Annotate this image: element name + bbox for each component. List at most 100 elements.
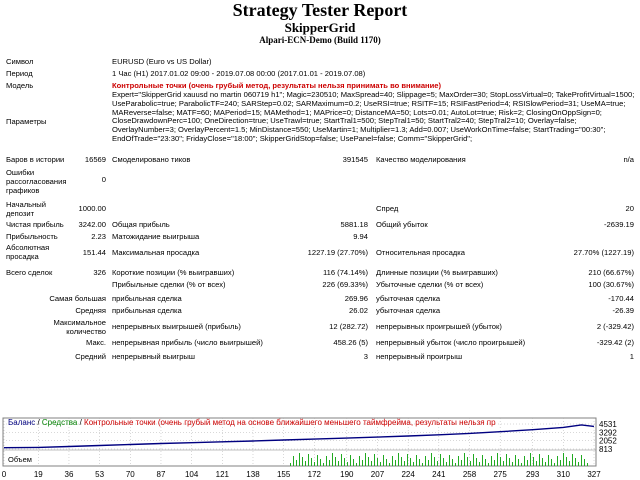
consprofit-label: непрерывная прибыль (число выигрышей): [112, 338, 263, 347]
pf-value: 2.23: [91, 232, 106, 241]
volume-bar: [476, 458, 477, 466]
volume-bar: [467, 457, 468, 466]
mismatch-value: 0: [101, 175, 106, 184]
x-tick-label: 224: [401, 470, 415, 479]
grossprofit-value: 5881.18: [340, 220, 368, 229]
volume-bar: [545, 462, 546, 466]
volume-bar: [317, 455, 318, 466]
volume-bar: [425, 456, 426, 466]
avgwins-value: 3: [363, 352, 368, 361]
avglosses-label: непрерывный проигрыш: [376, 352, 463, 361]
volume-bar: [326, 456, 327, 466]
losstrades-label: Убыточные сделки (% от всех): [376, 280, 484, 289]
model-label: Модель: [6, 81, 34, 90]
report-title: Strategy Tester Report: [232, 0, 408, 20]
maxsum-label: Макс.: [86, 338, 106, 347]
volume-bar: [497, 453, 498, 466]
total-value: 326: [93, 268, 106, 277]
volume-bar: [338, 461, 339, 466]
expert-name: SkipperGrid: [284, 20, 356, 35]
maxcount-label: Максимальное количество: [53, 318, 106, 336]
volume-bar: [482, 455, 483, 466]
volume-bar: [521, 463, 522, 466]
profittrades-label: Прибыльные сделки (% от всех): [112, 280, 226, 289]
volume-bar: [416, 455, 417, 466]
volume-bar: [428, 460, 429, 466]
volume-bar: [470, 461, 471, 466]
volume-bar: [380, 462, 381, 466]
volume-bar: [458, 456, 459, 466]
volume-bar: [461, 460, 462, 466]
volume-bar: [434, 457, 435, 466]
y-tick-label: 4531: [599, 420, 617, 429]
volume-bar: [377, 458, 378, 466]
short-value: 116 (74.14%): [322, 268, 368, 277]
volume-bar: [437, 461, 438, 466]
reldd-value: 27.70% (1227.19): [573, 248, 634, 257]
volume-bar: [530, 453, 531, 466]
volume-bar: [587, 463, 588, 466]
legend-funds: Средства: [42, 418, 78, 427]
x-tick-label: 121: [216, 470, 230, 479]
volume-bar: [563, 453, 564, 466]
x-axis-ticks: 0 19 36 53 70 87 104 121 138 155 172 190 207 224 241 25…: [2, 470, 601, 479]
ticks-label: Смоделировано тиков: [112, 155, 191, 164]
model-value: Контрольные точки (очень грубый метод, р…: [112, 81, 442, 90]
average-loss-value: -26.39: [612, 306, 634, 315]
maxdd-value: 1227.19 (27.70%): [307, 248, 368, 257]
volume-bar: [557, 456, 558, 466]
ticks-value: 391545: [342, 155, 368, 164]
volume-bar: [581, 455, 582, 466]
bars-value: 16569: [84, 155, 106, 164]
largest-profit-value: 269.96: [344, 294, 368, 303]
spread-value: 20: [625, 204, 634, 213]
netprofit-label: Чистая прибыль: [6, 220, 64, 229]
x-tick-label: 207: [371, 470, 385, 479]
volume-bar: [446, 462, 447, 466]
payoff-value: 9.94: [353, 232, 368, 241]
volume-bar: [560, 460, 561, 466]
volume-bar: [332, 453, 333, 466]
deposit-label: Начальный депозит: [6, 200, 47, 218]
volume-bar: [311, 458, 312, 466]
volume-bar: [485, 459, 486, 466]
x-tick-label: 327: [587, 470, 601, 479]
volume-bar: [344, 458, 345, 466]
volume-bar: [578, 462, 579, 466]
params-label: Параметры: [6, 117, 47, 126]
long-value: 210 (66.67%): [588, 268, 634, 277]
legend-separator-1: /: [35, 418, 42, 427]
volume-bar: [419, 459, 420, 466]
quality-label: Качество моделирования: [376, 155, 466, 164]
avgwins-label: непрерывный выигрыш: [112, 352, 195, 361]
period-value: 1 Час (H1) 2017.01.02 09:00 - 2019.07.08…: [112, 69, 366, 78]
volume-bar: [404, 461, 405, 466]
volume-bar: [356, 463, 357, 466]
largest-loss-value: -170.44: [608, 294, 634, 303]
volume-bar: [533, 457, 534, 466]
x-tick-label: 310: [557, 470, 571, 479]
volume-bar: [488, 463, 489, 466]
mismatch-label: Ошибки рассогласования графиков: [6, 168, 67, 195]
deposit-value: 1000.00: [78, 204, 106, 213]
grossprofit-label: Общая прибыль: [112, 220, 170, 229]
volume-bar: [455, 463, 456, 466]
x-tick-label: 138: [246, 470, 260, 479]
volume-bar: [398, 453, 399, 466]
absdd-label: Абсолютная просадка: [6, 243, 50, 261]
average-label: Средняя: [75, 306, 106, 315]
volume-bar: [401, 457, 402, 466]
volume-bar: [365, 453, 366, 466]
average-profit-label: прибыльная сделка: [112, 306, 182, 315]
x-tick-label: 104: [185, 470, 199, 479]
volume-bar: [539, 454, 540, 466]
volume-bar: [305, 461, 306, 466]
x-tick-label: 0: [2, 470, 7, 479]
volume-bar: [293, 456, 294, 466]
x-tick-label: 172: [308, 470, 322, 479]
server-build: Alpari-ECN-Demo (Build 1170): [259, 35, 381, 45]
reldd-label: Относительная просадка: [376, 248, 465, 257]
volume-bar: [506, 454, 507, 466]
profittrades-value: 226 (69.33%): [322, 280, 368, 289]
x-tick-label: 241: [432, 470, 446, 479]
